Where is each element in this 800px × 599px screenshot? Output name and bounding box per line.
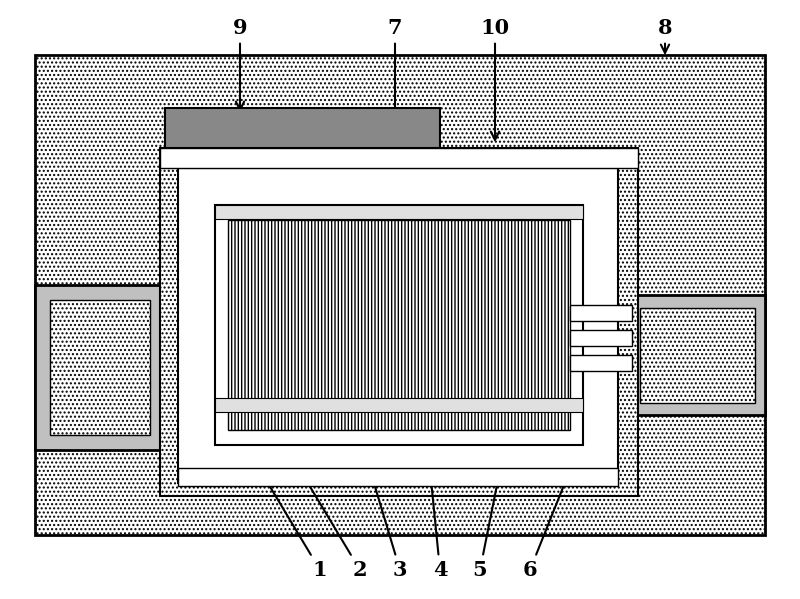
Bar xyxy=(215,205,583,219)
Bar xyxy=(160,148,638,168)
Text: 6: 6 xyxy=(522,475,569,580)
Bar xyxy=(178,468,618,486)
Text: 7: 7 xyxy=(388,18,402,158)
Bar xyxy=(165,108,440,148)
Bar xyxy=(35,285,165,450)
Bar xyxy=(570,305,632,321)
Bar xyxy=(50,300,150,435)
Bar xyxy=(640,308,755,403)
Text: 9: 9 xyxy=(233,18,247,110)
Bar xyxy=(178,168,618,483)
Text: 5: 5 xyxy=(473,475,502,580)
Text: 4: 4 xyxy=(427,475,447,580)
Bar xyxy=(228,220,570,430)
Bar xyxy=(215,205,583,445)
Bar xyxy=(570,330,632,346)
Text: 2: 2 xyxy=(302,474,367,580)
Bar xyxy=(570,355,632,371)
Text: 8: 8 xyxy=(658,18,672,53)
Bar xyxy=(160,148,638,496)
Text: 3: 3 xyxy=(370,475,407,580)
Bar xyxy=(215,398,583,412)
Text: 1: 1 xyxy=(262,474,327,580)
Bar xyxy=(630,295,765,415)
Bar xyxy=(35,55,765,535)
Text: 10: 10 xyxy=(481,18,510,140)
